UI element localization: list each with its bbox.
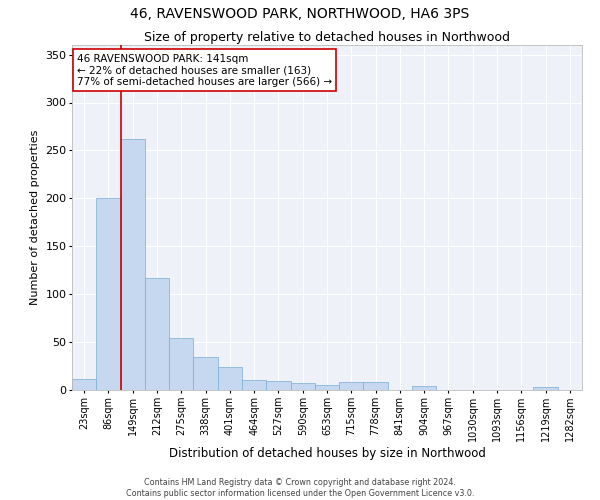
Bar	[412, 386, 436, 390]
Bar	[145, 278, 169, 390]
Bar	[169, 338, 193, 390]
Title: Size of property relative to detached houses in Northwood: Size of property relative to detached ho…	[144, 31, 510, 44]
Bar	[533, 387, 558, 390]
Bar	[315, 385, 339, 390]
Bar	[242, 380, 266, 390]
Text: 46 RAVENSWOOD PARK: 141sqm
← 22% of detached houses are smaller (163)
77% of sem: 46 RAVENSWOOD PARK: 141sqm ← 22% of deta…	[77, 54, 332, 87]
Text: 46, RAVENSWOOD PARK, NORTHWOOD, HA6 3PS: 46, RAVENSWOOD PARK, NORTHWOOD, HA6 3PS	[130, 8, 470, 22]
Bar	[266, 382, 290, 390]
Bar	[290, 384, 315, 390]
Bar	[121, 139, 145, 390]
Bar	[339, 382, 364, 390]
X-axis label: Distribution of detached houses by size in Northwood: Distribution of detached houses by size …	[169, 446, 485, 460]
Text: Contains HM Land Registry data © Crown copyright and database right 2024.
Contai: Contains HM Land Registry data © Crown c…	[126, 478, 474, 498]
Bar	[364, 382, 388, 390]
Bar	[218, 367, 242, 390]
Bar	[96, 198, 121, 390]
Bar	[193, 358, 218, 390]
Bar	[72, 378, 96, 390]
Y-axis label: Number of detached properties: Number of detached properties	[30, 130, 40, 305]
